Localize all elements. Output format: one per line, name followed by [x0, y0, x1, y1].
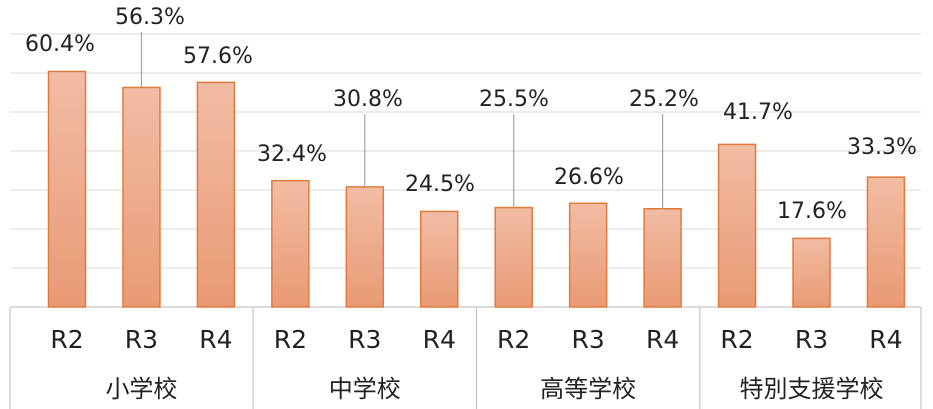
- bar: [122, 86, 161, 308]
- x-tick-label: R3: [125, 325, 158, 354]
- bar: [271, 179, 310, 308]
- x-tick-label: R4: [869, 325, 902, 354]
- x-tick-label: R4: [423, 325, 456, 354]
- bar: [420, 210, 459, 308]
- group-label: 高等学校: [540, 375, 636, 403]
- data-label: 60.4%: [25, 32, 95, 57]
- data-label: 24.5%: [405, 172, 475, 197]
- data-label: 41.7%: [723, 100, 793, 125]
- x-tick-label: R2: [50, 325, 83, 354]
- x-tick-label: R4: [199, 325, 232, 354]
- bar: [345, 186, 385, 308]
- bar: [568, 202, 608, 308]
- x-tick-label: R2: [720, 325, 753, 354]
- data-label: 25.5%: [479, 87, 549, 112]
- data-label: 56.3%: [115, 5, 185, 30]
- x-tick-label: R2: [497, 325, 530, 354]
- data-label: 32.4%: [257, 142, 327, 167]
- bar: [643, 207, 682, 308]
- group-label: 中学校: [329, 375, 401, 403]
- bar: [47, 70, 87, 308]
- bar: [196, 81, 236, 308]
- bar: [494, 206, 533, 308]
- x-tick-label: R3: [348, 325, 381, 354]
- data-label: 33.3%: [847, 135, 917, 160]
- bar: [792, 237, 831, 308]
- data-label: 57.6%: [183, 44, 253, 69]
- x-tick-label: R3: [795, 325, 828, 354]
- data-label: 26.6%: [554, 165, 624, 190]
- x-tick-label: R2: [274, 325, 307, 354]
- group-label: 特別支援学校: [740, 375, 884, 403]
- data-label: 25.2%: [629, 87, 699, 112]
- data-label: 17.6%: [777, 199, 847, 224]
- group-label: 小学校: [105, 375, 177, 403]
- data-label: 30.8%: [333, 87, 403, 112]
- bar: [717, 143, 757, 308]
- x-tick-label: R4: [646, 325, 679, 354]
- x-tick-label: R3: [572, 325, 605, 354]
- bar: [866, 176, 906, 308]
